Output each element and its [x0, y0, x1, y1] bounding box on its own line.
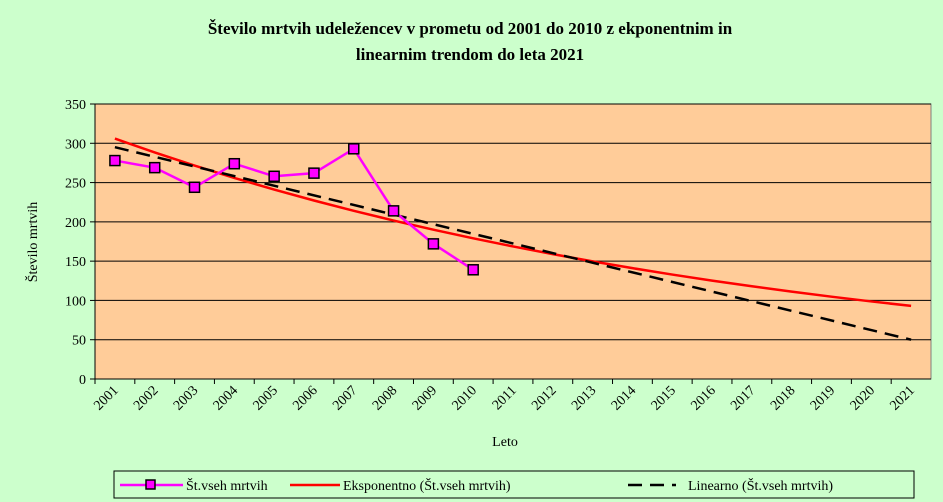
chart-title-line2: linearnim trendom do leta 2021 — [356, 45, 584, 64]
x-axis-label: Leto — [492, 435, 518, 450]
y-tick-label: 350 — [65, 98, 86, 113]
y-axis-label: Število mrtvih — [24, 202, 41, 283]
y-tick-label: 200 — [65, 216, 86, 231]
data-point-marker — [228, 157, 241, 170]
plot-area — [94, 103, 932, 380]
data-point-marker — [467, 264, 479, 276]
legend: Št.vseh mrtvih Eksponentno (Št.vseh mrtv… — [113, 470, 915, 499]
legend-box — [113, 470, 915, 499]
y-tick-label: 300 — [65, 137, 86, 152]
legend-label-exponential: Eksponentno (Št.vseh mrtvih) — [343, 477, 511, 494]
legend-marker-icon — [145, 479, 156, 490]
series-exponential-trend — [114, 137, 912, 308]
data-point-marker — [148, 161, 161, 174]
data-point-marker — [427, 238, 440, 250]
y-tick-label: 100 — [65, 294, 86, 309]
legend-label-data: Št.vseh mrtvih — [186, 477, 268, 494]
data-point-marker — [308, 167, 320, 179]
legend-label-linear: Linearno (Št.vseh mrtvih) — [688, 477, 833, 494]
data-point-marker — [387, 205, 400, 217]
y-tick-label: 250 — [65, 177, 86, 192]
y-tick-label: 150 — [65, 255, 86, 270]
series-data-line — [114, 147, 474, 271]
data-point-marker — [348, 143, 360, 155]
y-tick-label: 50 — [72, 334, 86, 349]
data-point-marker — [188, 181, 201, 194]
data-point-marker — [268, 170, 280, 183]
data-point-marker — [109, 154, 121, 167]
series-linear-trend — [114, 145, 912, 341]
y-tick-label: 0 — [79, 373, 86, 388]
chart-title-line1: Število mrtvih udeležencev v prometu od … — [208, 19, 733, 38]
